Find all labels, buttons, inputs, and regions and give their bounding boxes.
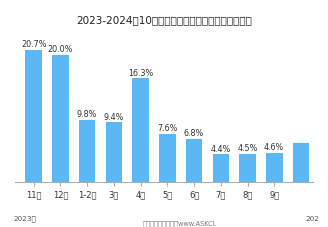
Text: 制图：中商情报网（www.ASKCI.: 制图：中商情报网（www.ASKCI. bbox=[143, 219, 218, 226]
Text: 9.8%: 9.8% bbox=[77, 110, 97, 118]
Bar bbox=[132, 79, 149, 183]
Bar bbox=[293, 143, 309, 183]
Text: 4.4%: 4.4% bbox=[211, 144, 231, 153]
Bar bbox=[266, 153, 282, 183]
Bar bbox=[213, 155, 229, 183]
Bar bbox=[159, 134, 175, 183]
Bar bbox=[52, 55, 69, 183]
Text: 7.6%: 7.6% bbox=[157, 124, 177, 133]
Bar bbox=[106, 123, 122, 183]
Bar bbox=[26, 51, 42, 183]
Text: 20.7%: 20.7% bbox=[21, 40, 47, 49]
Text: 2023年: 2023年 bbox=[13, 215, 36, 221]
Bar bbox=[79, 120, 95, 183]
Text: 202: 202 bbox=[305, 215, 319, 221]
Text: 4.5%: 4.5% bbox=[237, 143, 258, 152]
Text: 20.0%: 20.0% bbox=[48, 45, 73, 54]
Text: 6.8%: 6.8% bbox=[184, 129, 204, 138]
Bar bbox=[186, 139, 202, 183]
Text: 16.3%: 16.3% bbox=[128, 68, 153, 77]
Bar bbox=[239, 154, 256, 183]
Text: 4.6%: 4.6% bbox=[264, 143, 284, 152]
Text: 9.4%: 9.4% bbox=[104, 112, 124, 121]
Title: 2023-2024年10月中国汽车制造业增加値增速趋势图: 2023-2024年10月中国汽车制造业增加値增速趋势图 bbox=[76, 15, 252, 25]
